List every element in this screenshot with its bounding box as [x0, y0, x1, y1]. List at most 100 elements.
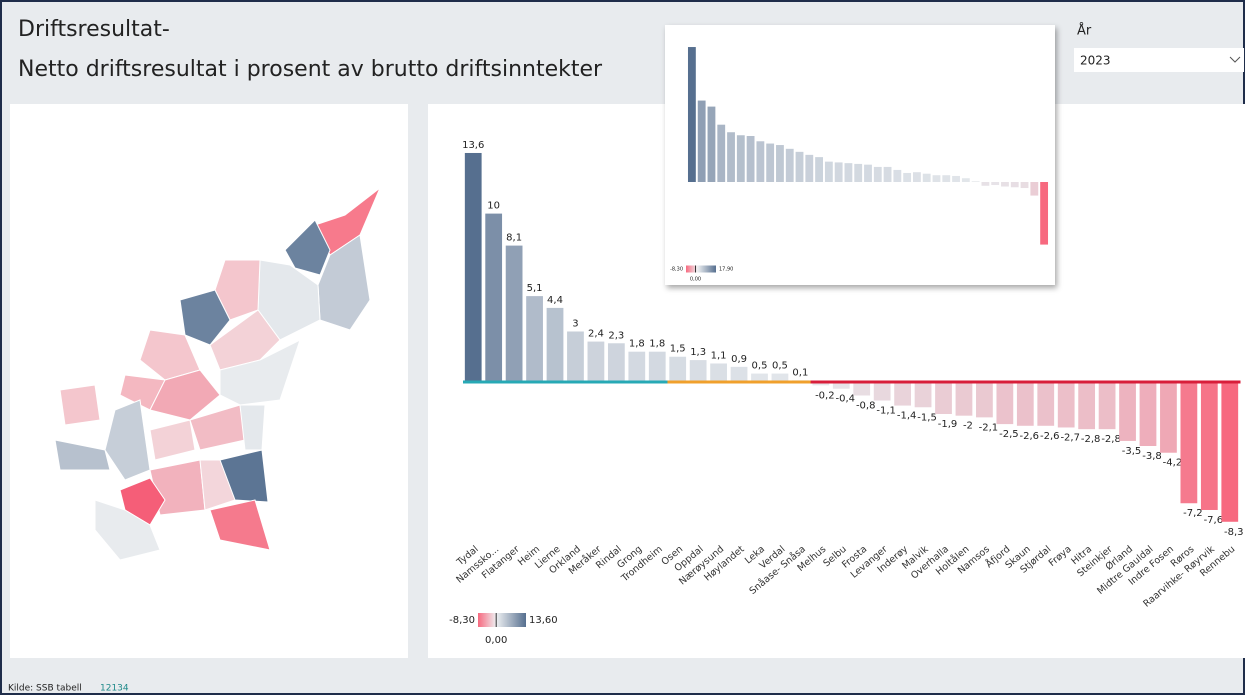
baseline-segment — [728, 380, 750, 384]
bar — [1037, 382, 1055, 426]
bar — [903, 172, 912, 182]
baseline-segment — [1096, 380, 1118, 384]
map — [54, 186, 382, 561]
value-label: 0,5 — [752, 361, 768, 372]
baseline-segment — [1199, 380, 1221, 384]
value-label: -1,5 — [917, 412, 937, 423]
bar — [1139, 382, 1157, 446]
bar — [873, 382, 891, 401]
bar — [707, 106, 716, 182]
bar — [942, 175, 951, 182]
bar — [824, 161, 833, 182]
value-label: 1,1 — [711, 350, 727, 361]
bar — [607, 343, 625, 382]
bar — [893, 169, 902, 182]
baseline-segment — [1137, 380, 1159, 384]
baseline-segment — [994, 380, 1016, 384]
baseline-segment — [463, 380, 484, 384]
value-label: 2,4 — [588, 329, 604, 340]
baseline-segment — [831, 380, 852, 384]
bar — [648, 351, 666, 382]
bar — [812, 382, 830, 386]
bar — [976, 382, 993, 418]
baseline-segment — [749, 380, 771, 384]
bar — [932, 175, 941, 182]
subtitle: Netto driftsresultat i prosent av brutto… — [18, 57, 603, 82]
value-label: 1,5 — [670, 344, 686, 355]
baseline-segment — [769, 380, 791, 384]
legend-max: 13,60 — [529, 615, 558, 626]
bar — [914, 382, 932, 408]
baseline-segment — [687, 380, 709, 384]
bar — [1030, 182, 1039, 196]
legend-min: -8,30 — [670, 267, 683, 273]
value-label: -0,2 — [815, 390, 835, 401]
baseline-segment — [503, 380, 525, 384]
bar — [727, 132, 735, 182]
bar — [628, 351, 646, 382]
bar — [952, 175, 960, 182]
value-label: 0,9 — [731, 354, 747, 365]
value-label: 8,1 — [506, 233, 522, 244]
legend-gradient — [686, 265, 716, 273]
bar — [1010, 182, 1019, 188]
bar — [785, 148, 794, 182]
filter-label: År — [1077, 23, 1092, 39]
baseline-segment — [524, 380, 546, 384]
source-link[interactable]: 12134 — [100, 684, 129, 694]
value-label: 1,8 — [649, 339, 665, 350]
baseline-segment — [626, 380, 648, 384]
baseline-segment — [585, 380, 607, 384]
bar — [834, 162, 843, 182]
value-label: -7,6 — [1204, 515, 1224, 526]
legend-max: 17,90 — [719, 267, 733, 273]
bar — [687, 47, 696, 183]
dropdown-chevron — [1229, 56, 1241, 63]
legend-gradient — [478, 613, 526, 627]
bar — [1119, 382, 1136, 441]
source-label: Kilde: SSB tabell — [8, 684, 82, 694]
baseline-segment — [1117, 380, 1139, 384]
bar — [913, 172, 921, 182]
value-label: 3 — [572, 318, 578, 329]
bar — [669, 356, 687, 382]
baseline-segment — [1015, 380, 1037, 384]
value-label: 2,3 — [608, 330, 624, 341]
bar — [1040, 182, 1049, 245]
bar — [935, 382, 952, 414]
bar — [853, 382, 871, 396]
bar — [854, 163, 863, 182]
baseline-segment — [565, 380, 587, 384]
bar — [710, 363, 727, 382]
value-label: -2,8 — [1101, 434, 1121, 445]
bar — [1057, 382, 1075, 428]
baseline-segment — [1178, 380, 1200, 384]
bar — [756, 141, 765, 182]
bar — [894, 382, 912, 406]
baseline-segment — [606, 380, 628, 384]
baseline-segment — [851, 380, 873, 384]
year-dropdown[interactable] — [1074, 48, 1244, 72]
bar — [864, 164, 872, 182]
baseline-segment — [483, 380, 505, 384]
value-label: 1,3 — [690, 347, 706, 358]
baseline-segment — [708, 380, 730, 384]
bar — [751, 373, 768, 382]
bar — [805, 154, 814, 182]
bar — [981, 182, 990, 186]
value-label: -2,1 — [979, 422, 999, 433]
value-label: 1,8 — [629, 339, 645, 350]
baseline-segment — [667, 380, 689, 384]
bar — [689, 360, 707, 382]
bar — [1098, 382, 1116, 430]
bar — [795, 151, 804, 182]
legend-mid: 0,00 — [485, 635, 507, 646]
bar — [922, 173, 931, 182]
bar — [955, 382, 973, 416]
value-label: 0,1 — [792, 367, 808, 378]
year-value[interactable]: 2023 — [1080, 54, 1111, 68]
baseline-segment — [790, 380, 812, 384]
baseline-segment — [974, 380, 996, 384]
value-label: -1,9 — [938, 419, 958, 430]
baseline-segment — [892, 380, 914, 384]
